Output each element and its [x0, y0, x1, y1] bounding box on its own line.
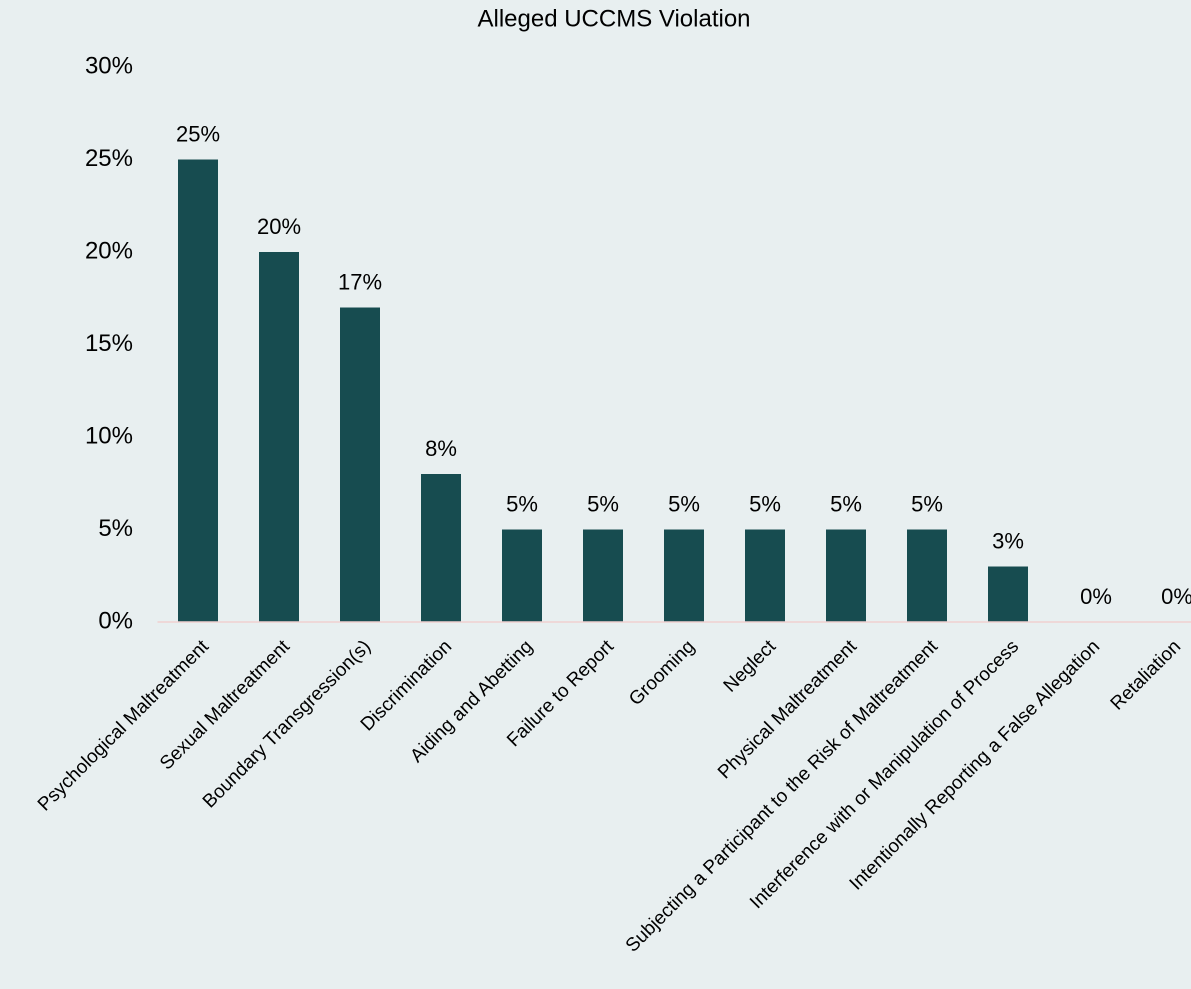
value-label: 5%: [668, 491, 700, 516]
bar: [502, 529, 542, 622]
value-label: 0%: [1161, 584, 1191, 609]
value-label: 5%: [506, 491, 538, 516]
y-tick-label: 15%: [85, 330, 133, 357]
value-label: 3%: [992, 528, 1024, 553]
bar: [988, 566, 1028, 622]
bar: [178, 159, 218, 622]
value-label: 8%: [425, 436, 457, 461]
value-label: 5%: [911, 491, 943, 516]
bar: [259, 252, 299, 622]
bar: [340, 307, 380, 622]
bar: [907, 529, 947, 622]
chart-title: Alleged UCCMS Violation: [477, 5, 750, 32]
y-tick-label: 5%: [98, 515, 133, 542]
y-tick-label: 0%: [98, 607, 133, 634]
value-label: 5%: [830, 491, 862, 516]
bar: [745, 529, 785, 622]
bar: [826, 529, 866, 622]
bar: [583, 529, 623, 622]
value-label: 17%: [338, 269, 382, 294]
value-label: 5%: [587, 491, 619, 516]
value-label: 0%: [1080, 584, 1112, 609]
value-label: 20%: [257, 214, 301, 239]
bar: [421, 474, 461, 622]
y-tick-label: 10%: [85, 422, 133, 449]
bar: [664, 529, 704, 622]
y-tick-label: 30%: [85, 52, 133, 79]
y-tick-label: 20%: [85, 237, 133, 264]
value-label: 5%: [749, 491, 781, 516]
y-tick-label: 25%: [85, 145, 133, 172]
value-label: 25%: [176, 121, 220, 146]
